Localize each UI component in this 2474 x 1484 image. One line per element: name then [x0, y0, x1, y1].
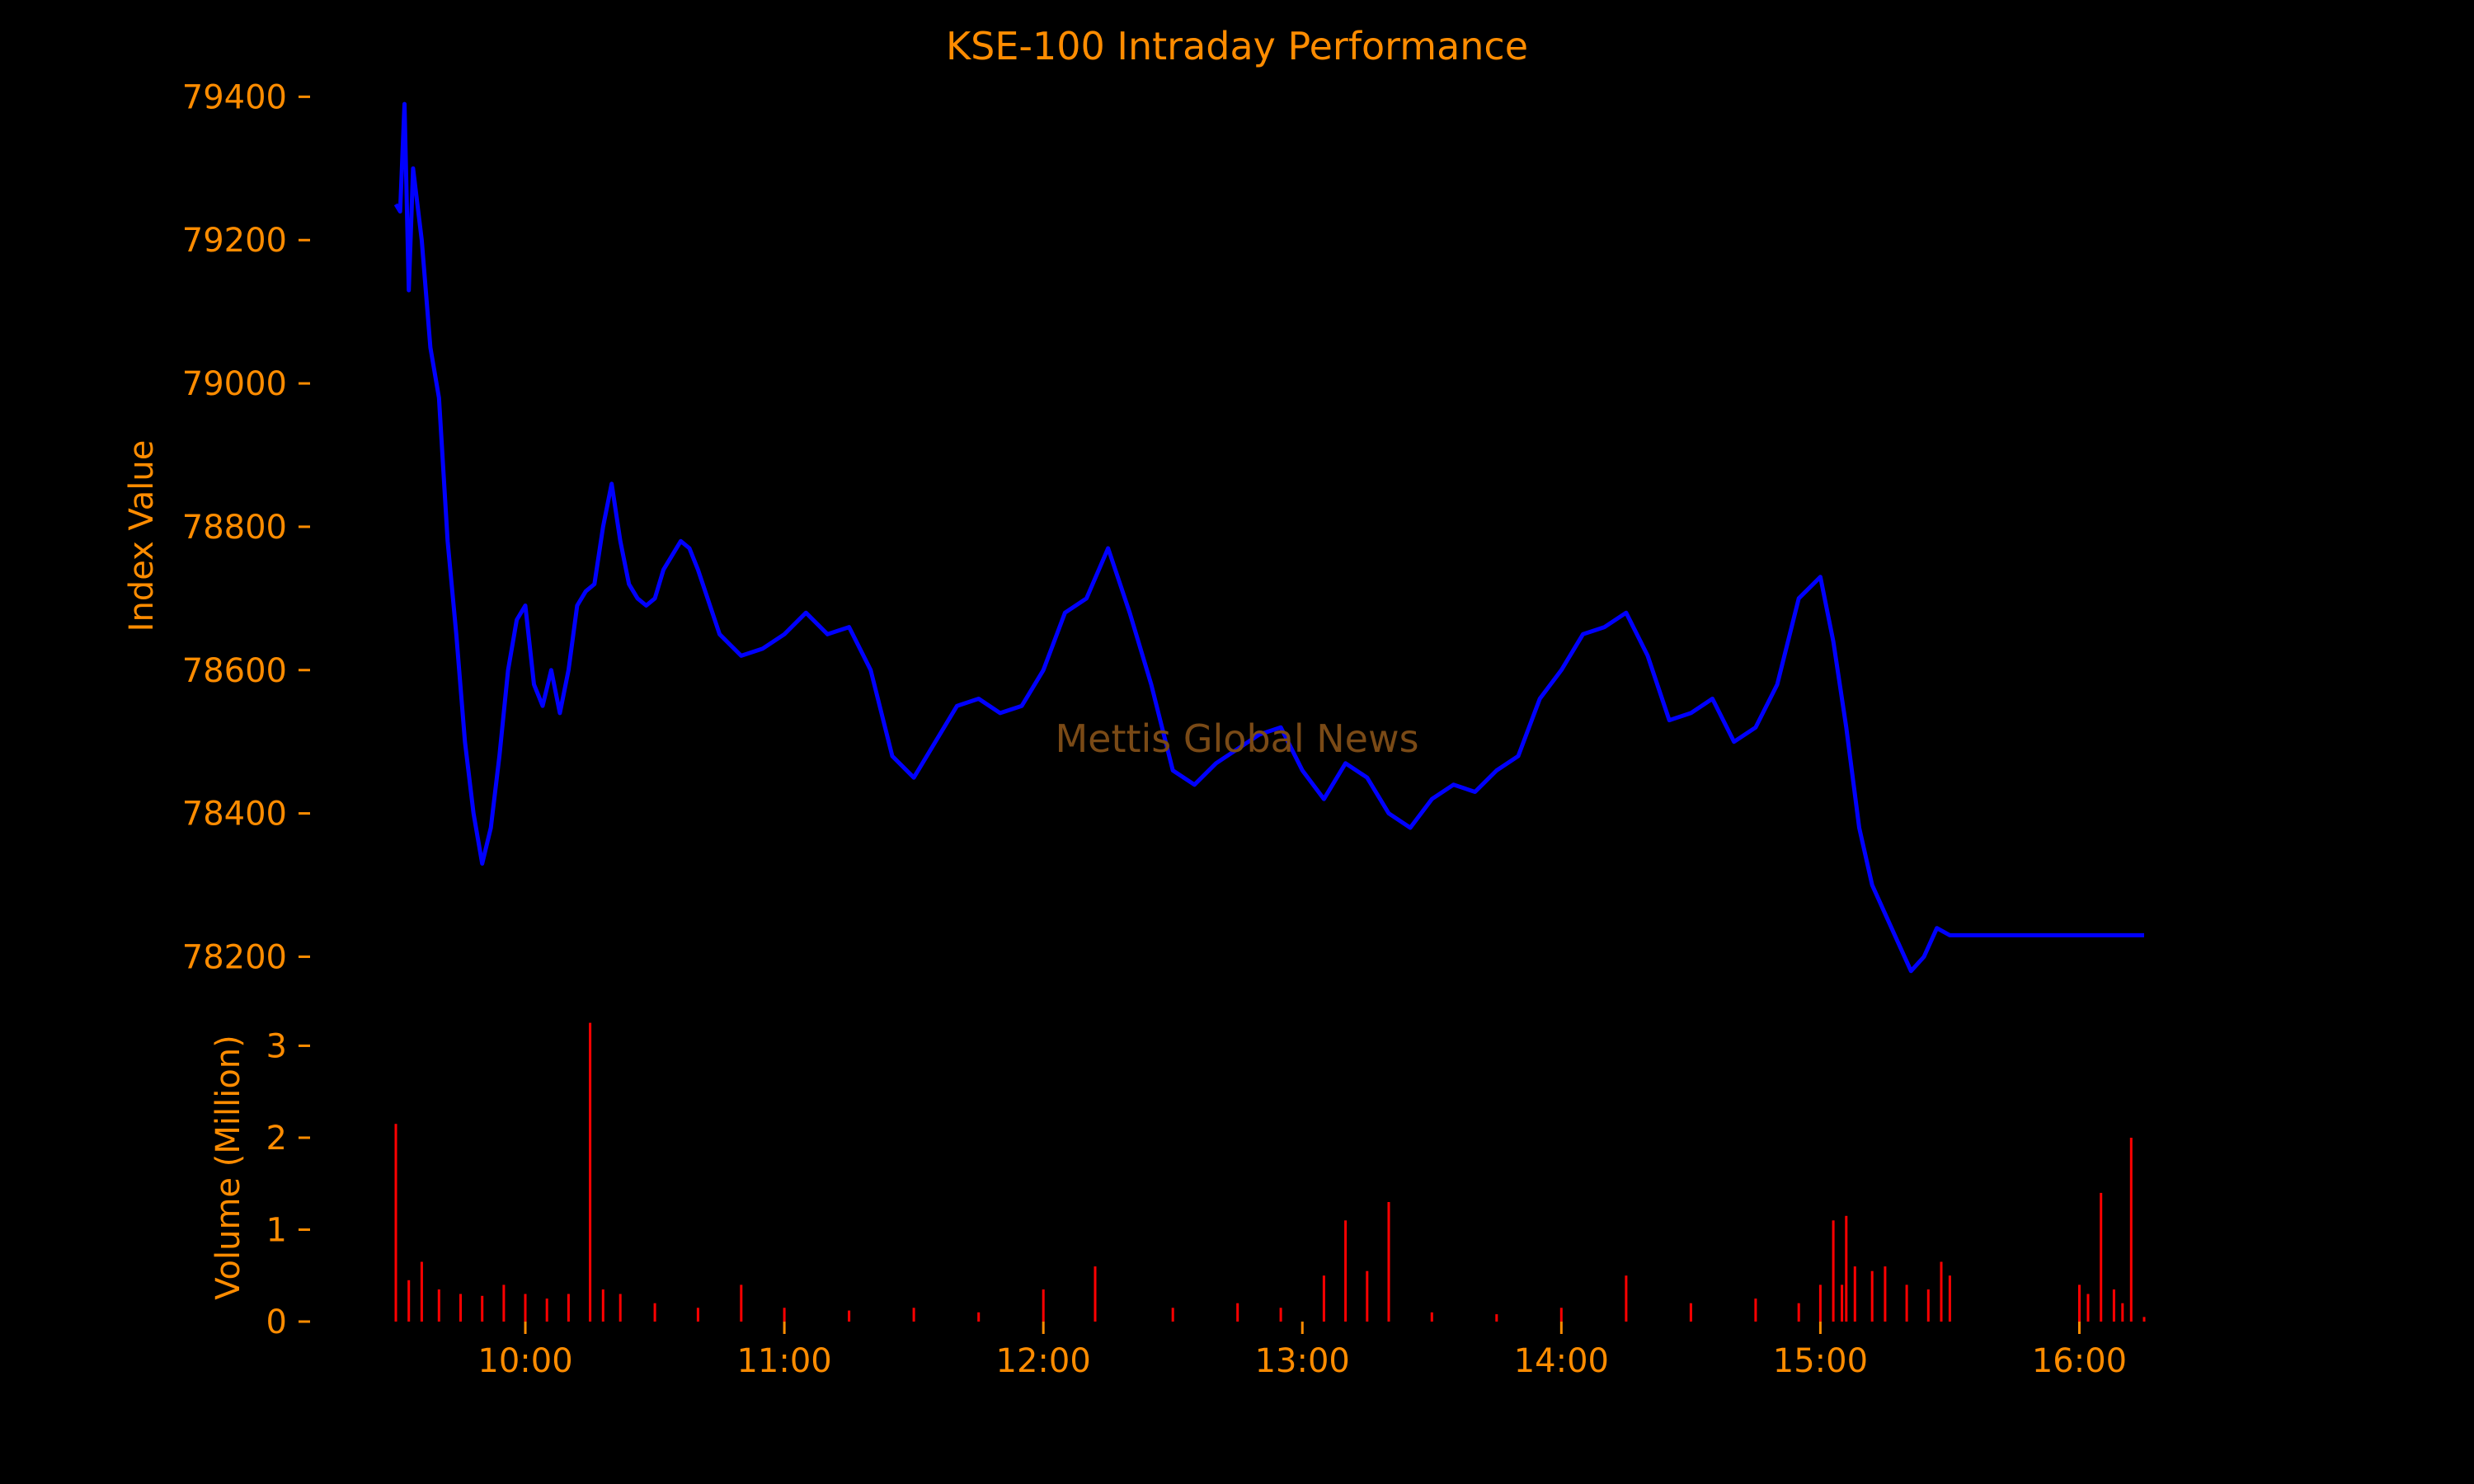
volume-bar [459, 1294, 462, 1322]
price-y-ticks: 78200 78400 78600 78800 79000 79200 79400 [182, 78, 310, 976]
x-tick-label: 15:00 [1773, 1342, 1868, 1380]
volume-bar [618, 1294, 622, 1322]
volume-bar [740, 1284, 743, 1322]
price-line [393, 101, 2144, 974]
volume-bar [1042, 1289, 1045, 1322]
volume-bar [1625, 1275, 1628, 1322]
volume-bar [1948, 1275, 1951, 1322]
volume-bars [394, 1022, 2146, 1322]
volume-bar [1366, 1270, 1369, 1322]
volume-y-ticks: 0 1 2 3 [266, 1027, 310, 1341]
x-axis: 10:00 11:00 12:00 13:00 14:00 15:00 16:00 [477, 1322, 2127, 1380]
volume-bar [1689, 1303, 1692, 1322]
volume-bar [1495, 1314, 1498, 1322]
price-panel: 78200 78400 78600 78800 79000 79200 79400 Inde… [123, 78, 2144, 976]
volume-bar [1754, 1298, 1757, 1322]
volume-bar [783, 1308, 786, 1322]
volume-bar [394, 1124, 397, 1322]
volume-bar [2086, 1294, 2090, 1322]
volume-bar [1387, 1202, 1390, 1322]
volume-bar [1094, 1266, 1097, 1322]
price-y-tick-label: 79400 [182, 78, 287, 116]
volume-bar [1818, 1284, 1822, 1322]
volume-panel: 0 1 2 3 Volume (Million) [209, 1022, 2146, 1341]
volume-y-tick-label: 0 [266, 1303, 287, 1341]
volume-y-tick-label: 3 [266, 1027, 287, 1065]
volume-bar [977, 1312, 981, 1322]
volume-y-tick-label: 2 [266, 1120, 287, 1158]
price-y-tick-label: 78800 [182, 509, 287, 547]
volume-bar [1279, 1308, 1282, 1322]
volume-bar [2142, 1317, 2146, 1322]
volume-bar [2121, 1303, 2124, 1322]
volume-bar [545, 1298, 548, 1322]
volume-bar [1322, 1275, 1325, 1322]
volume-bar [1344, 1220, 1348, 1322]
price-y-axis-label: Index Value [123, 440, 161, 632]
x-tick-label: 13:00 [1255, 1342, 1350, 1380]
volume-bar [481, 1295, 484, 1322]
volume-bar [696, 1308, 699, 1322]
volume-bar [1853, 1266, 1856, 1322]
volume-bar [1236, 1303, 1239, 1322]
volume-bar [2129, 1138, 2133, 1322]
x-tick-label: 10:00 [477, 1342, 572, 1380]
volume-bar [2100, 1192, 2103, 1322]
volume-bar [653, 1303, 656, 1322]
volume-bar [1797, 1303, 1800, 1322]
volume-bar [420, 1261, 423, 1322]
volume-bar [2078, 1284, 2081, 1322]
x-tick-label: 12:00 [996, 1342, 1091, 1380]
volume-bar [1905, 1284, 1908, 1322]
volume-bar [437, 1289, 440, 1322]
x-tick-label: 11:00 [736, 1342, 831, 1380]
volume-bar [502, 1284, 506, 1322]
watermark-text: Mettis Global News [1055, 716, 1418, 761]
volume-bar [567, 1294, 570, 1322]
price-y-tick-label: 78600 [182, 652, 287, 690]
price-y-tick-label: 78400 [182, 796, 287, 834]
x-tick-label: 16:00 [2032, 1342, 2127, 1380]
volume-bar [1841, 1284, 1844, 1322]
volume-bar [1430, 1312, 1433, 1322]
x-tick-label: 14:00 [1514, 1342, 1609, 1380]
volume-bar [912, 1308, 915, 1322]
price-y-tick-label: 79200 [182, 222, 287, 260]
volume-bar [1832, 1220, 1835, 1322]
volume-bar [589, 1022, 592, 1322]
volume-bar [1870, 1270, 1874, 1322]
volume-bar [2112, 1289, 2115, 1322]
volume-bar [524, 1294, 527, 1322]
volume-bar [848, 1310, 851, 1322]
volume-bar [1926, 1289, 1930, 1322]
volume-bar [1884, 1266, 1887, 1322]
volume-bar [1845, 1215, 1848, 1322]
price-y-tick-label: 79000 [182, 365, 287, 403]
volume-bar [1559, 1308, 1563, 1322]
price-y-tick-label: 78200 [182, 938, 287, 976]
volume-y-tick-label: 1 [266, 1211, 287, 1249]
volume-bar [1940, 1261, 1943, 1322]
chart-title: KSE-100 Intraday Performance [946, 24, 1528, 68]
volume-bar [1171, 1308, 1174, 1322]
volume-bar [601, 1289, 604, 1322]
volume-bar [407, 1280, 411, 1322]
volume-y-axis-label: Volume (Million) [209, 1035, 247, 1299]
